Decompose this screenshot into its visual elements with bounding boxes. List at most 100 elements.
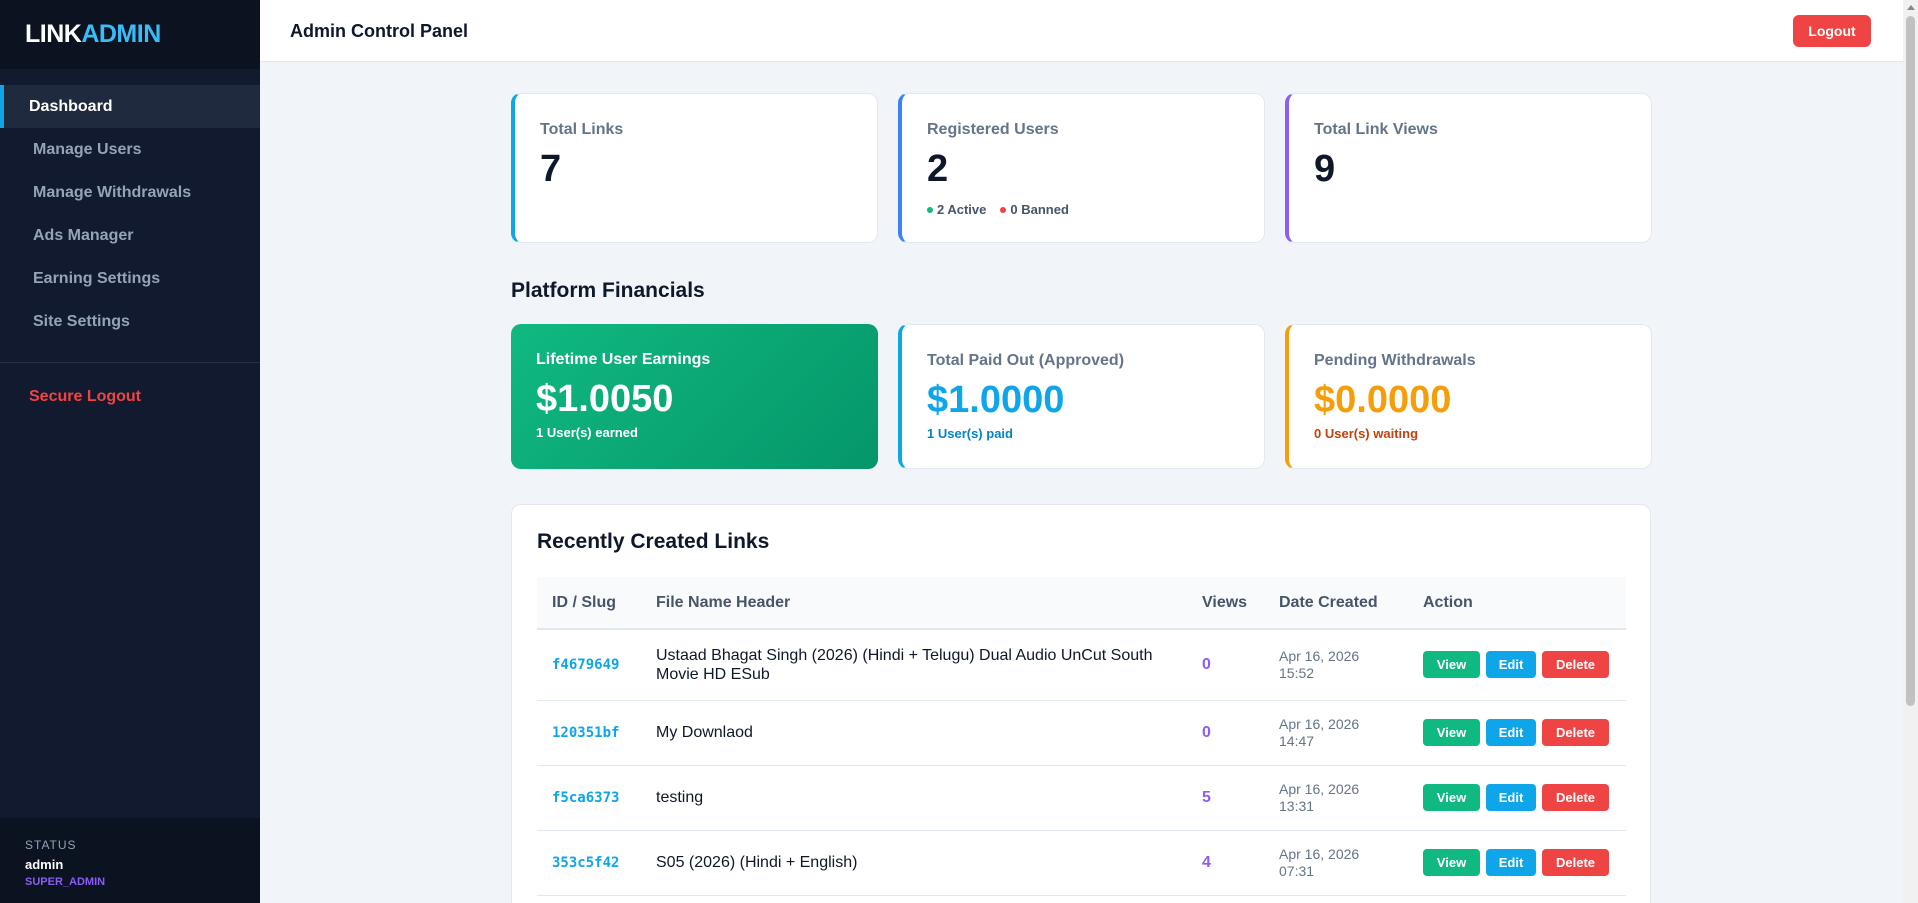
delete-button[interactable]: Delete xyxy=(1542,784,1609,811)
sidebar-item-site-settings[interactable]: Site Settings xyxy=(33,312,130,330)
link-slug[interactable]: f4679649 xyxy=(552,656,620,673)
sidebar: LINK ADMIN Dashboard Manage Users Manage … xyxy=(0,0,260,903)
col-header-action: Action xyxy=(1423,593,1473,611)
fin-card-lifetime-earnings: Lifetime User Earnings $1.0050 1 User(s)… xyxy=(511,324,878,469)
fin-amount: $1.0000 xyxy=(927,379,1065,421)
view-button[interactable]: View xyxy=(1423,784,1480,811)
link-date: Apr 16, 2026 13:31 xyxy=(1279,781,1408,815)
fin-label: Total Paid Out (Approved) xyxy=(927,352,1125,369)
fin-sub: 1 User(s) earned xyxy=(536,425,638,440)
link-date-day: Apr 16, 2026 xyxy=(1279,647,1360,664)
status-label: STATUS xyxy=(25,838,77,852)
link-views: 0 xyxy=(1202,723,1211,741)
sidebar-item-ads-manager[interactable]: Ads Manager xyxy=(33,226,134,244)
fin-sub: 0 User(s) waiting xyxy=(1314,426,1419,441)
scrollbar-thumb[interactable] xyxy=(1906,16,1915,706)
active-users-badge: 2 Active xyxy=(927,202,986,217)
recent-links-card: Recently Created Links ID / Slug File Na… xyxy=(511,504,1651,903)
status-role: SUPER_ADMIN xyxy=(25,876,106,888)
link-date: Apr 16, 2026 07:31 xyxy=(1279,846,1408,880)
brand-part-2: ADMIN xyxy=(81,20,161,48)
sidebar-item-manage-users[interactable]: Manage Users xyxy=(33,140,142,158)
fin-card-paid-out: Total Paid Out (Approved) $1.0000 1 User… xyxy=(898,324,1265,469)
link-date-day: Apr 16, 2026 xyxy=(1279,715,1360,732)
stat-label: Total Links xyxy=(540,121,624,138)
sidebar-secure-logout[interactable]: Secure Logout xyxy=(29,387,142,405)
top-header: Admin Control Panel Logout xyxy=(260,0,1903,62)
link-date-time: 13:31 xyxy=(1279,797,1315,814)
status-panel: STATUS admin SUPER_ADMIN xyxy=(0,818,260,903)
edit-button[interactable]: Edit xyxy=(1486,719,1536,746)
stat-card-total-views: Total Link Views 9 xyxy=(1285,93,1652,243)
delete-button[interactable]: Delete xyxy=(1542,849,1609,876)
status-user: admin xyxy=(25,857,64,872)
banned-dot-icon xyxy=(1000,206,1007,213)
page-scrollbar[interactable] xyxy=(1903,0,1918,903)
edit-button[interactable]: Edit xyxy=(1486,651,1536,679)
stat-label: Total Link Views xyxy=(1314,121,1438,138)
brand-logo[interactable]: LINK ADMIN xyxy=(0,0,260,69)
link-date-time: 14:47 xyxy=(1279,732,1315,749)
delete-button[interactable]: Delete xyxy=(1542,651,1609,679)
link-file-name: S05 (2026) (Hindi + English) xyxy=(656,854,858,871)
sidebar-divider xyxy=(0,362,260,363)
stat-label: Registered Users xyxy=(927,121,1059,138)
banned-users-text: 0 Banned xyxy=(1010,202,1069,217)
recent-links-heading: Recently Created Links xyxy=(537,530,770,553)
edit-button[interactable]: Edit xyxy=(1486,784,1536,811)
table-row: f5ca6373 testing 5 Apr 16, 2026 13:31 Vie… xyxy=(537,765,1626,831)
logout-button[interactable]: Logout xyxy=(1793,15,1871,47)
link-file-name: My Downlaod xyxy=(656,724,753,741)
stat-card-registered-users: Registered Users 2 2 Active 0 Banned xyxy=(898,93,1265,243)
table-row: f4679649 Ustaad Bhagat Singh (2026) (Hin… xyxy=(537,629,1626,701)
stat-value: 2 xyxy=(927,148,949,190)
fin-label: Lifetime User Earnings xyxy=(536,351,711,368)
delete-button[interactable]: Delete xyxy=(1542,719,1609,746)
financials-heading: Platform Financials xyxy=(511,279,705,302)
brand-part-1: LINK xyxy=(25,20,82,48)
active-dot-icon xyxy=(927,206,933,213)
col-header-views[interactable]: Views xyxy=(1202,593,1248,611)
fin-label: Pending Withdrawals xyxy=(1314,352,1476,369)
link-file-name: Ustaad Bhagat Singh (2026) (Hindi + Telu… xyxy=(656,646,1153,683)
link-views: 5 xyxy=(1202,788,1211,806)
link-file-name: testing xyxy=(656,789,704,806)
view-button[interactable]: View xyxy=(1423,651,1480,679)
link-views: 0 xyxy=(1202,655,1211,673)
link-slug[interactable]: 353c5f42 xyxy=(552,854,620,871)
link-date-time: 07:31 xyxy=(1279,862,1315,879)
page-title: Admin Control Panel xyxy=(290,21,469,41)
link-date: Apr 16, 2026 14:47 xyxy=(1279,716,1408,750)
link-slug[interactable]: f5ca6373 xyxy=(552,789,620,806)
table-row: 120351bf My Downlaod 0 Apr 16, 2026 14:47… xyxy=(537,700,1626,766)
link-slug[interactable]: 120351bf xyxy=(552,724,620,741)
stat-value: 7 xyxy=(540,148,562,190)
edit-button[interactable]: Edit xyxy=(1486,849,1536,876)
stat-card-total-links: Total Links 7 xyxy=(511,93,878,243)
active-users-text: 2 Active xyxy=(937,202,987,217)
fin-sub: 1 User(s) paid xyxy=(927,426,1013,441)
link-date-day: Apr 16, 2026 xyxy=(1279,845,1360,862)
sidebar-item-dashboard[interactable]: Dashboard xyxy=(0,85,260,128)
fin-card-pending-withdrawals: Pending Withdrawals $0.0000 0 User(s) wa… xyxy=(1285,324,1652,469)
sidebar-nav: Dashboard Manage Users Manage Withdrawal… xyxy=(0,69,260,418)
table-row: 353c5f42 S05 (2026) (Hindi + English) 4 … xyxy=(537,830,1626,896)
recent-links-table: ID / Slug File Name Header Views Date Cr… xyxy=(537,577,1626,896)
scroll-up-arrow-icon[interactable] xyxy=(1907,5,1915,10)
view-button[interactable]: View xyxy=(1423,719,1480,746)
stat-value: 9 xyxy=(1314,148,1336,190)
col-header-file-name[interactable]: File Name Header xyxy=(656,593,791,611)
table-header-row: ID / Slug File Name Header Views Date Cr… xyxy=(537,577,1626,629)
link-date: Apr 16, 2026 15:52 xyxy=(1279,648,1408,682)
col-header-date[interactable]: Date Created xyxy=(1279,593,1378,611)
link-date-day: Apr 16, 2026 xyxy=(1279,780,1360,797)
fin-amount: $1.0050 xyxy=(536,378,674,420)
banned-users-badge: 0 Banned xyxy=(1000,202,1069,217)
fin-amount: $0.0000 xyxy=(1314,379,1452,421)
sidebar-item-earning-settings[interactable]: Earning Settings xyxy=(33,269,161,287)
link-date-time: 15:52 xyxy=(1279,664,1315,681)
view-button[interactable]: View xyxy=(1423,849,1480,876)
sidebar-item-manage-withdrawals[interactable]: Manage Withdrawals xyxy=(33,183,192,201)
col-header-slug[interactable]: ID / Slug xyxy=(552,593,616,611)
user-status-summary: 2 Active 0 Banned xyxy=(927,202,1069,217)
